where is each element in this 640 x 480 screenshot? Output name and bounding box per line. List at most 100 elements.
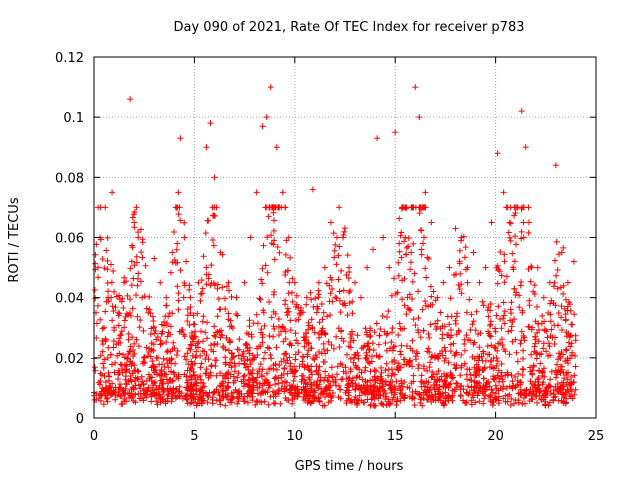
- data-point: [425, 331, 432, 338]
- data-point: [153, 371, 160, 378]
- data-point: [430, 371, 437, 378]
- data-point: [305, 322, 312, 329]
- data-point: [401, 356, 408, 363]
- data-point: [448, 313, 455, 320]
- data-point: [545, 352, 552, 359]
- data-point: [534, 399, 541, 406]
- data-point: [305, 347, 312, 354]
- data-point: [200, 253, 207, 260]
- data-point: [135, 343, 142, 350]
- data-point: [455, 282, 462, 288]
- data-point: [222, 372, 229, 379]
- data-point: [378, 377, 385, 384]
- data-point: [482, 385, 489, 392]
- x-tick-label: 5: [190, 429, 198, 444]
- data-point: [167, 323, 174, 330]
- data-point: [341, 225, 348, 232]
- data-point: [423, 274, 430, 281]
- data-point: [164, 386, 171, 393]
- data-point: [529, 371, 536, 378]
- data-point: [279, 324, 286, 331]
- data-point: [406, 385, 413, 392]
- data-point: [305, 340, 312, 347]
- data-point: [347, 339, 354, 346]
- data-point: [97, 370, 104, 377]
- data-point: [329, 286, 336, 293]
- data-point: [468, 311, 475, 318]
- data-point: [249, 390, 256, 397]
- data-point: [109, 317, 116, 324]
- data-point: [272, 400, 279, 407]
- data-point: [125, 350, 132, 357]
- data-point: [476, 279, 483, 286]
- data-point: [199, 384, 206, 391]
- data-point: [127, 265, 134, 272]
- data-point: [374, 388, 381, 395]
- chart-title: Day 090 of 2021, Rate Of TEC Index for r…: [174, 20, 525, 35]
- data-point: [213, 372, 220, 379]
- data-point: [164, 347, 171, 354]
- data-point: [235, 370, 242, 377]
- data-point: [424, 254, 431, 261]
- data-point: [492, 328, 499, 335]
- data-point: [233, 311, 240, 318]
- data-point: [150, 363, 157, 370]
- data-point: [517, 340, 524, 347]
- data-point: [367, 377, 374, 384]
- y-tick-label: 0.04: [55, 292, 84, 307]
- data-point: [386, 401, 393, 408]
- data-point: [289, 400, 296, 407]
- data-point: [463, 400, 470, 407]
- data-point: [128, 258, 135, 265]
- data-point: [516, 304, 523, 311]
- data-point: [97, 236, 104, 243]
- data-point: [520, 204, 527, 211]
- data-point: [365, 346, 372, 353]
- data-point: [470, 249, 477, 256]
- data-point: [132, 367, 139, 374]
- data-point: [141, 353, 148, 360]
- data-point: [266, 333, 273, 340]
- data-point: [458, 281, 465, 288]
- data-point: [275, 332, 282, 339]
- data-point: [493, 362, 500, 369]
- data-point: [418, 372, 425, 379]
- data-point: [240, 348, 247, 355]
- data-point: [372, 377, 379, 384]
- data-point: [118, 401, 125, 408]
- data-point: [276, 362, 283, 369]
- data-point: [259, 382, 266, 389]
- data-point: [498, 272, 505, 279]
- data-point: [151, 255, 158, 262]
- data-point: [496, 375, 503, 382]
- data-point: [364, 396, 371, 403]
- data-point: [390, 394, 397, 401]
- data-point: [287, 254, 294, 261]
- data-point: [188, 358, 195, 365]
- data-point: [108, 391, 115, 398]
- data-point: [321, 402, 328, 409]
- data-point: [378, 369, 385, 376]
- data-point: [336, 243, 343, 250]
- data-point: [376, 385, 383, 392]
- data-point: [313, 354, 320, 361]
- data-point: [158, 330, 165, 337]
- data-point: [468, 397, 475, 404]
- data-point: [446, 321, 453, 328]
- data-point: [177, 393, 184, 400]
- data-point: [511, 212, 518, 219]
- data-point: [410, 372, 417, 379]
- data-point: [112, 304, 119, 311]
- data-point: [513, 349, 520, 356]
- data-point: [316, 381, 323, 388]
- data-point: [152, 378, 159, 385]
- data-point: [135, 229, 142, 236]
- data-point: [535, 367, 542, 374]
- data-point: [390, 275, 397, 282]
- data-point: [275, 315, 282, 322]
- data-point: [520, 366, 527, 373]
- data-point: [230, 379, 237, 386]
- data-point: [225, 369, 232, 376]
- data-point: [540, 365, 547, 372]
- data-point: [520, 234, 527, 241]
